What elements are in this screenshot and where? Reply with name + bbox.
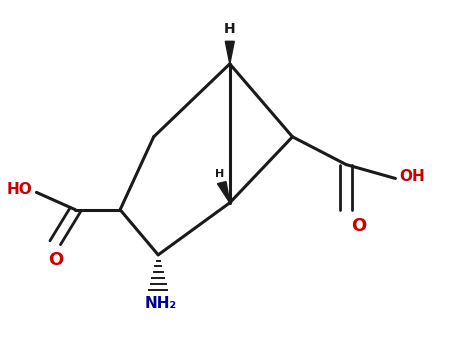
Text: O: O: [49, 251, 64, 270]
Polygon shape: [225, 41, 234, 64]
Text: H: H: [215, 169, 224, 179]
Text: H: H: [224, 22, 236, 36]
Text: OH: OH: [399, 169, 425, 184]
Text: HO: HO: [7, 182, 33, 197]
Text: O: O: [352, 217, 367, 235]
Polygon shape: [217, 182, 230, 203]
Text: NH₂: NH₂: [144, 296, 177, 311]
